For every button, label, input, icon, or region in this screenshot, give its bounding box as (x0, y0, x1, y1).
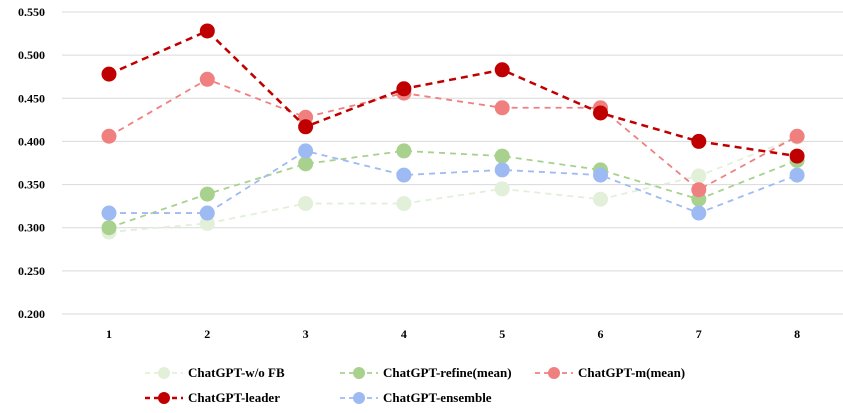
x-tick-label: 8 (794, 327, 800, 341)
data-point (593, 167, 608, 183)
data-point (101, 220, 117, 236)
data-point (199, 23, 215, 39)
series-line (109, 149, 798, 215)
legend: ChatGPT-w/o FB ChatGPT-refine(mean) ChatGP… (145, 365, 685, 405)
x-tick-label: 7 (696, 327, 702, 341)
data-point (101, 205, 117, 221)
legend-item: ChatGPT-m(mean) (535, 365, 685, 380)
legend-label: ChatGPT-ensemble (383, 390, 492, 405)
series-line (108, 136, 798, 233)
legend-item: ChatGPT-leader (145, 390, 280, 405)
legend-item: ChatGPT-w/o FB (145, 365, 285, 380)
data-point (494, 162, 510, 178)
legend-item: ChatGPT-refine(mean) (340, 365, 512, 380)
series-layer (101, 23, 805, 240)
data-point (691, 133, 707, 149)
series-5 (101, 143, 805, 221)
data-point (396, 143, 412, 159)
legend-marker (353, 392, 365, 404)
series-4 (101, 23, 805, 164)
data-point (298, 156, 314, 172)
data-point (789, 167, 805, 183)
legend-label: ChatGPT-refine(mean) (383, 365, 512, 380)
x-tick-label: 1 (106, 327, 112, 341)
legend-marker (158, 367, 170, 379)
x-axis-ticks: 1 2 3 4 5 6 7 8 (106, 327, 800, 341)
series-line (108, 150, 798, 229)
data-point (298, 119, 314, 135)
data-point (691, 205, 707, 221)
data-point (396, 81, 412, 97)
x-tick-label: 3 (303, 327, 309, 341)
legend-label: ChatGPT-w/o FB (188, 365, 285, 380)
data-point (396, 196, 412, 212)
y-tick-label: 0.250 (18, 264, 45, 278)
y-tick-label: 0.400 (18, 134, 45, 148)
data-point (691, 168, 707, 184)
y-tick-label: 0.350 (18, 178, 45, 192)
x-tick-label: 4 (401, 327, 407, 341)
data-point (494, 62, 510, 78)
data-point (199, 215, 215, 231)
legend-marker (548, 367, 560, 379)
legend-item: ChatGPT-ensemble (340, 390, 492, 405)
x-tick-label: 6 (598, 327, 604, 341)
y-tick-label: 0.300 (18, 221, 45, 235)
series-line (108, 29, 798, 158)
data-point (494, 100, 510, 116)
y-tick-label: 0.200 (18, 307, 45, 321)
legend-marker (158, 392, 170, 404)
data-point (494, 181, 510, 197)
data-point (298, 143, 314, 159)
data-point (789, 128, 805, 144)
data-point (101, 128, 117, 144)
legend-marker (353, 367, 365, 379)
legend-label: ChatGPT-m(mean) (578, 365, 685, 380)
legend-label: ChatGPT-leader (188, 390, 280, 405)
data-point (593, 191, 608, 207)
data-point (494, 148, 510, 164)
data-point (396, 167, 412, 183)
data-point (691, 182, 707, 198)
gridlines (62, 11, 843, 315)
data-point (101, 66, 117, 82)
x-tick-label: 5 (499, 327, 505, 341)
data-point (789, 148, 805, 164)
y-tick-label: 0.500 (18, 48, 45, 62)
y-axis-ticks: 0.200 0.250 0.300 0.350 0.400 0.450 0.500 0.550 (18, 5, 45, 321)
y-tick-label: 0.550 (18, 5, 45, 19)
data-point (199, 186, 215, 202)
x-tick-label: 2 (204, 327, 210, 341)
data-point (298, 196, 314, 212)
data-point (199, 71, 215, 87)
data-point (593, 105, 608, 121)
data-point (199, 205, 215, 221)
y-tick-label: 0.450 (18, 91, 45, 105)
